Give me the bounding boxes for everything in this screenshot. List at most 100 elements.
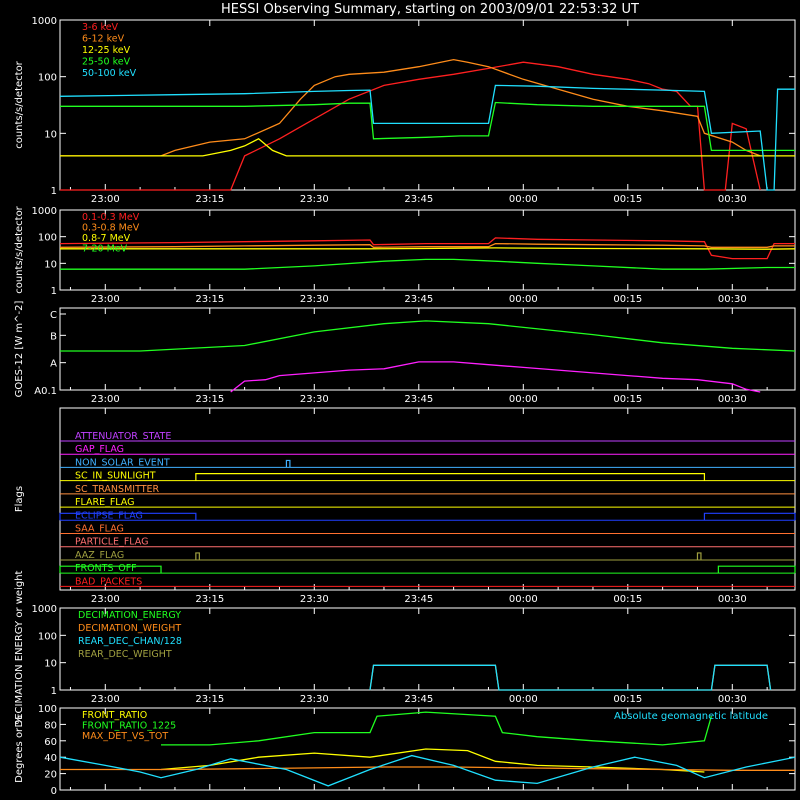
x-tick-label: 23:00 <box>91 694 120 705</box>
y-axis-label: counts/s/detector <box>14 205 25 293</box>
panel-4: 23:00 23:15 23:30 23:45 00:00 00:15 00:30 Flags… <box>14 407 796 605</box>
y-tick-label: A0.1 <box>34 386 57 397</box>
y-tick-label: 1 <box>51 286 57 297</box>
flag-on-segment <box>703 512 796 521</box>
legend-entry: FRONT_RATIO_1225 <box>82 721 176 732</box>
series-line <box>60 247 796 250</box>
legend-entry: MAX_DET_VS_TOT <box>82 731 168 742</box>
y-axis-label: Degrees or % <box>14 715 25 783</box>
legend-entry: 3-6 keV <box>82 22 119 33</box>
x-tick-label: 23:15 <box>195 194 224 205</box>
x-tick-label: 00:15 <box>613 394 642 405</box>
y-tick-label: A <box>50 359 57 370</box>
y-tick-label: 1 <box>51 186 57 197</box>
series-line <box>59 84 795 191</box>
decimation-line <box>369 664 772 691</box>
flag-label: FRONTS_OFF <box>75 563 137 574</box>
x-tick-label: 23:00 <box>91 194 120 205</box>
flag-label: SC_IN_SUNLIGHT <box>75 471 156 482</box>
flag-on-segment <box>59 512 197 521</box>
y-tick-label: 0 <box>51 786 57 797</box>
panel-3: 23:00 23:15 23:30 23:45 00:00 00:15 00:30 GOES-… <box>14 301 796 405</box>
legend-entry: DECIMATION_ENERGY <box>78 610 181 621</box>
series-line <box>60 101 795 152</box>
panel-2: 23:00 23:15 23:30 23:45 00:00 00:15 00:30 count… <box>14 205 796 305</box>
flag-label: ECLIPSE_FLAG <box>75 510 143 521</box>
legend-entry: 0.3-0.8 MeV <box>82 223 140 234</box>
y-tick-label: 1 <box>51 686 57 697</box>
flag-on-segment <box>195 552 200 560</box>
flag-on-segment <box>285 459 291 468</box>
ratio-line <box>160 748 705 773</box>
panel-frame <box>59 307 796 391</box>
y-tick-label: 20 <box>44 770 57 781</box>
legend-entry: 0.8-7 MeV <box>82 233 131 244</box>
panel-6: Degrees or % 0 20 40 60 80 100 FRONT_RATIOFRONT… <box>14 704 796 797</box>
x-tick-label: 23:45 <box>404 294 433 305</box>
y-tick-label: 100 <box>38 233 57 244</box>
y-tick-label: B <box>50 331 57 342</box>
x-tick-label: 00:00 <box>509 294 538 305</box>
y-tick-label: 100 <box>38 704 57 715</box>
x-tick-label: 00:15 <box>613 594 642 605</box>
x-tick-label: 23:30 <box>300 294 329 305</box>
x-tick-label: 00:00 <box>509 394 538 405</box>
series-line <box>59 237 795 260</box>
x-tick-label: 23:15 <box>195 694 224 705</box>
series-line <box>59 242 795 248</box>
x-tick-label: 00:30 <box>718 694 747 705</box>
flag-on-segment <box>717 565 796 574</box>
flag-label: NON_SOLAR_EVENT <box>75 457 170 468</box>
legend-entry: 25-50 keV <box>82 57 131 68</box>
y-tick-label: 100 <box>38 73 57 84</box>
series-line <box>60 258 795 270</box>
panel-5: 23:00 23:15 23:30 23:45 00:00 00:15 00:30 DECIM… <box>14 570 796 727</box>
x-tick-label: 00:30 <box>718 394 747 405</box>
figure-title: HESSI Observing Summary, starting on 200… <box>221 2 639 17</box>
legend-entry: 0.1-0.3 MeV <box>82 212 140 223</box>
decimation-line <box>369 664 772 691</box>
y-tick-label: C <box>50 310 57 321</box>
panel-1: 23:00 23:15 23:30 23:45 00:00 00:15 00:30 count… <box>14 16 796 205</box>
x-tick-label: 00:15 <box>613 694 642 705</box>
x-tick-label: 00:30 <box>718 194 747 205</box>
ratio-line <box>59 754 796 787</box>
goes-line <box>60 320 796 352</box>
goes-line <box>230 361 761 393</box>
flag-label: FLARE_FLAG <box>75 497 135 508</box>
x-tick-label: 23:45 <box>404 594 433 605</box>
x-tick-label: 23:30 <box>300 694 329 705</box>
x-tick-label: 23:15 <box>195 294 224 305</box>
flag-on-segment <box>59 565 162 574</box>
y-tick-label: 10 <box>44 129 57 140</box>
x-tick-label: 23:30 <box>300 594 329 605</box>
y-axis-label: Flags <box>14 486 25 512</box>
x-tick-label: 23:45 <box>404 194 433 205</box>
series-line <box>60 58 761 157</box>
flag-label: SC_TRANSMITTER <box>75 484 160 495</box>
flag-on-segment <box>696 552 702 560</box>
legend-entry: REAR_DEC_CHAN/128 <box>78 636 182 647</box>
x-tick-label: 00:00 <box>509 594 538 605</box>
y-tick-label: 10 <box>44 259 57 270</box>
y-tick-label: 1000 <box>32 604 57 615</box>
legend-entry: 7-20 MeV <box>82 244 128 255</box>
series-line <box>60 61 761 191</box>
x-tick-label: 23:45 <box>404 694 433 705</box>
panel-frame <box>59 19 796 191</box>
x-tick-label: 00:15 <box>613 294 642 305</box>
flag-label: BAD_PACKETS <box>75 576 142 587</box>
ratio-line <box>161 711 713 746</box>
flag-label: ATTENUATOR_STATE <box>75 431 171 442</box>
panel-frame <box>59 707 796 791</box>
legend-entry: 12-25 keV <box>82 45 131 56</box>
y-tick-label: 100 <box>38 631 57 642</box>
x-tick-label: 00:30 <box>718 594 747 605</box>
x-tick-label: 23:30 <box>300 394 329 405</box>
flag-label: AAZ_FLAG <box>75 550 124 561</box>
legend-entry: FRONT_RATIO <box>82 710 147 721</box>
flag-label: SAA_FLAG <box>75 524 124 535</box>
flag-label: GAP_FLAG <box>75 444 124 455</box>
panel-frame <box>59 607 796 691</box>
